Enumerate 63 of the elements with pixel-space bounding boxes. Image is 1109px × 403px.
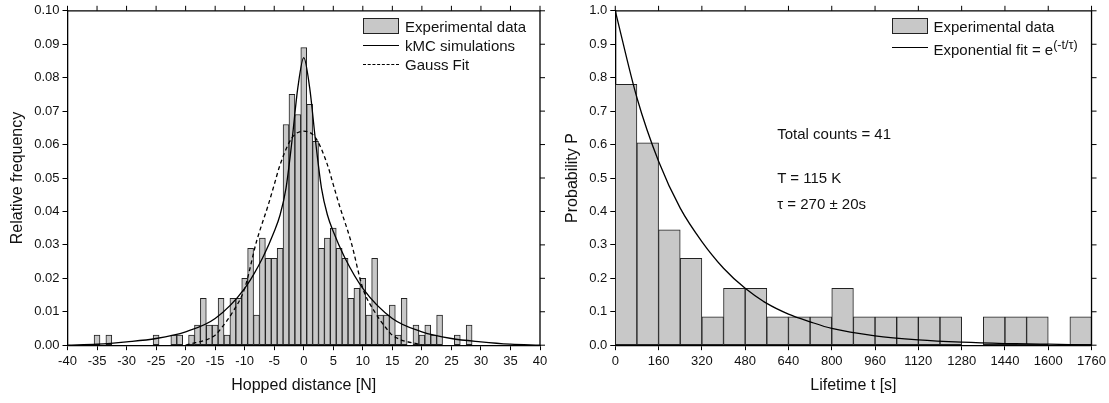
- legend-label: kMC simulations: [405, 35, 516, 55]
- y-tick-label: 0.07: [34, 102, 60, 118]
- y-tick-label: 0.02: [34, 269, 60, 285]
- legend-label: Experimental data: [933, 16, 1055, 36]
- x-tick-label: -10: [235, 352, 255, 368]
- y-tick-label: 0.9: [589, 35, 608, 51]
- x-tick-label: -30: [117, 352, 136, 368]
- y-tick-label: 0.2: [589, 269, 608, 285]
- y-tick-label: 0.06: [34, 136, 60, 152]
- x-tick-label: 35: [503, 352, 518, 368]
- x-tick-label: 20: [414, 352, 430, 368]
- x-tick-label: -20: [176, 352, 196, 368]
- x-tick-label: 0: [300, 352, 308, 368]
- y-tick-label: 0.0: [589, 336, 608, 352]
- x-tick-label: 640: [777, 352, 800, 368]
- x-tick-label: 1440: [990, 352, 1020, 368]
- x-tick-label: 1760: [1077, 352, 1106, 368]
- x-tick-label: -25: [146, 352, 166, 368]
- y-tick-label: 0.8: [589, 69, 608, 85]
- y-tick-label: 0.1: [589, 303, 608, 319]
- y-tick-label: 0.03: [34, 236, 60, 252]
- y-tick-label: 0.10: [34, 2, 60, 18]
- x-tick-label: 1600: [1033, 352, 1063, 368]
- x-tick-label: 10: [355, 352, 371, 368]
- x-tick-label: 320: [691, 352, 713, 368]
- y-tick-label: 0.4: [589, 203, 608, 219]
- x-tick-label: -35: [87, 352, 107, 368]
- y-axis-title: Relative frequency: [8, 111, 26, 245]
- x-axis-title: Lifetime t [s]: [810, 375, 897, 393]
- legend-label: Experimental data: [405, 16, 526, 36]
- y-tick-label: 0.6: [589, 136, 608, 152]
- y-tick-label: 0.05: [34, 169, 60, 185]
- y-tick-label: 0.09: [34, 35, 60, 51]
- x-tick-label: -5: [268, 352, 280, 368]
- x-tick-label: 800: [820, 352, 843, 368]
- y-tick-label: 0.04: [34, 203, 60, 219]
- y-tick-label: 0.08: [34, 69, 60, 85]
- y-tick-label: 0.3: [589, 236, 608, 252]
- x-tick-label: 160: [647, 352, 670, 368]
- annotation: Total counts = 41: [777, 124, 892, 142]
- x-tick-label: 40: [532, 352, 548, 368]
- x-tick-label: 25: [444, 352, 459, 368]
- annotation: τ = 270 ± 20s: [777, 194, 867, 212]
- x-tick-label: 5: [329, 352, 337, 368]
- legend-label: Gauss Fit: [405, 54, 470, 74]
- x-tick-label: -40: [58, 352, 77, 368]
- y-axis-title: Probability P: [563, 133, 581, 223]
- x-tick-label: 30: [473, 352, 489, 368]
- y-tick-label: 0.01: [34, 303, 60, 319]
- x-axis-title: Hopped distance [N]: [231, 375, 377, 393]
- x-tick-label: 0: [611, 352, 619, 368]
- x-tick-label: 1280: [947, 352, 977, 368]
- y-tick-label: 0.7: [589, 102, 608, 118]
- x-tick-label: 1120: [904, 352, 933, 368]
- x-tick-label: 480: [734, 352, 757, 368]
- legend-label: Exponential fit = e$^{(-t/τ)}$: [933, 36, 1078, 59]
- y-tick-label: 0.5: [589, 169, 608, 185]
- y-tick-label: 0.00: [34, 336, 60, 352]
- x-tick-label: -15: [205, 352, 225, 368]
- x-tick-label: 960: [864, 352, 886, 368]
- x-tick-label: 15: [385, 352, 400, 368]
- annotation: T = 115 K: [777, 168, 842, 186]
- y-tick-label: 1.0: [589, 2, 608, 18]
